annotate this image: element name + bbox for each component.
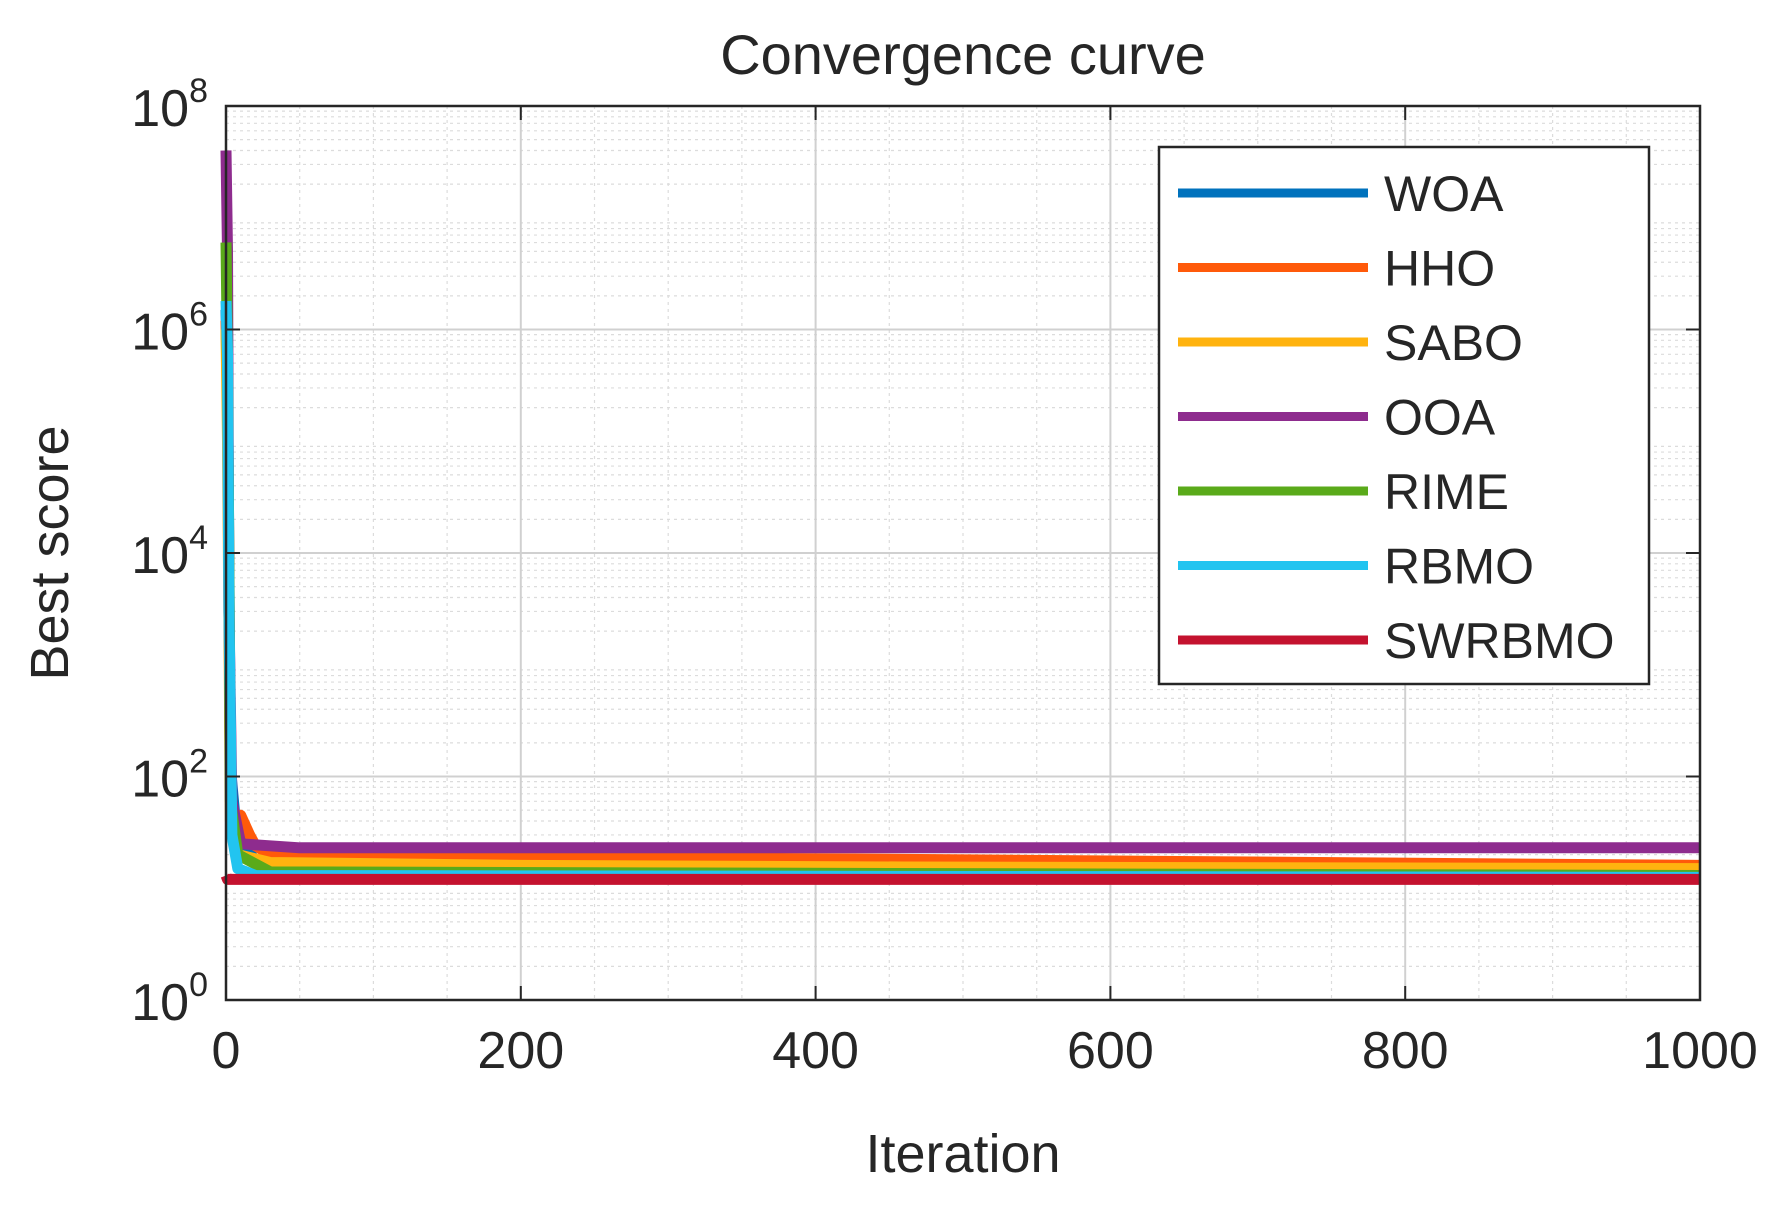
legend-items: WOA HHO SABO OOA RIME RBMO SWRBMO [1178,166,1615,669]
y-tick-label: 104 [131,519,208,585]
legend: WOA HHO SABO OOA RIME RBMO SWRBMO [1157,145,1651,686]
x-tick-label: 200 [477,1022,564,1080]
y-axis-label: Best score [20,425,80,680]
y-tick-labels: 100 102 104 106 108 [131,72,208,1032]
y-tick-label: 100 [131,966,208,1032]
minor-grid [226,106,1700,1000]
x-tick-label: 0 [212,1022,241,1080]
x-tick-labels: 0 200 400 600 800 1000 [212,1022,1758,1080]
legend-label-rime: RIME [1384,464,1509,520]
x-axis-label: Iteration [865,1124,1060,1184]
series-line-swrbmo [220,873,1700,885]
y-tick-label: 106 [131,296,208,362]
legend-label-hho: HHO [1384,241,1495,297]
legend-label-swrbmo: SWRBMO [1384,613,1615,669]
legend-label-ooa: OOA [1384,390,1496,446]
legend-label-woa: WOA [1384,166,1504,222]
y-tick-label: 108 [131,72,208,138]
legend-label-sabo: SABO [1384,315,1523,371]
x-tick-label: 1000 [1642,1022,1758,1080]
chart-title: Convergence curve [720,23,1206,86]
y-tick-label: 102 [131,743,208,809]
x-tick-label: 400 [772,1022,859,1080]
legend-label-rbmo: RBMO [1384,539,1534,595]
x-tick-label: 600 [1067,1022,1154,1080]
axis-ticks [225,105,1701,1001]
x-tick-label: 800 [1362,1022,1449,1080]
